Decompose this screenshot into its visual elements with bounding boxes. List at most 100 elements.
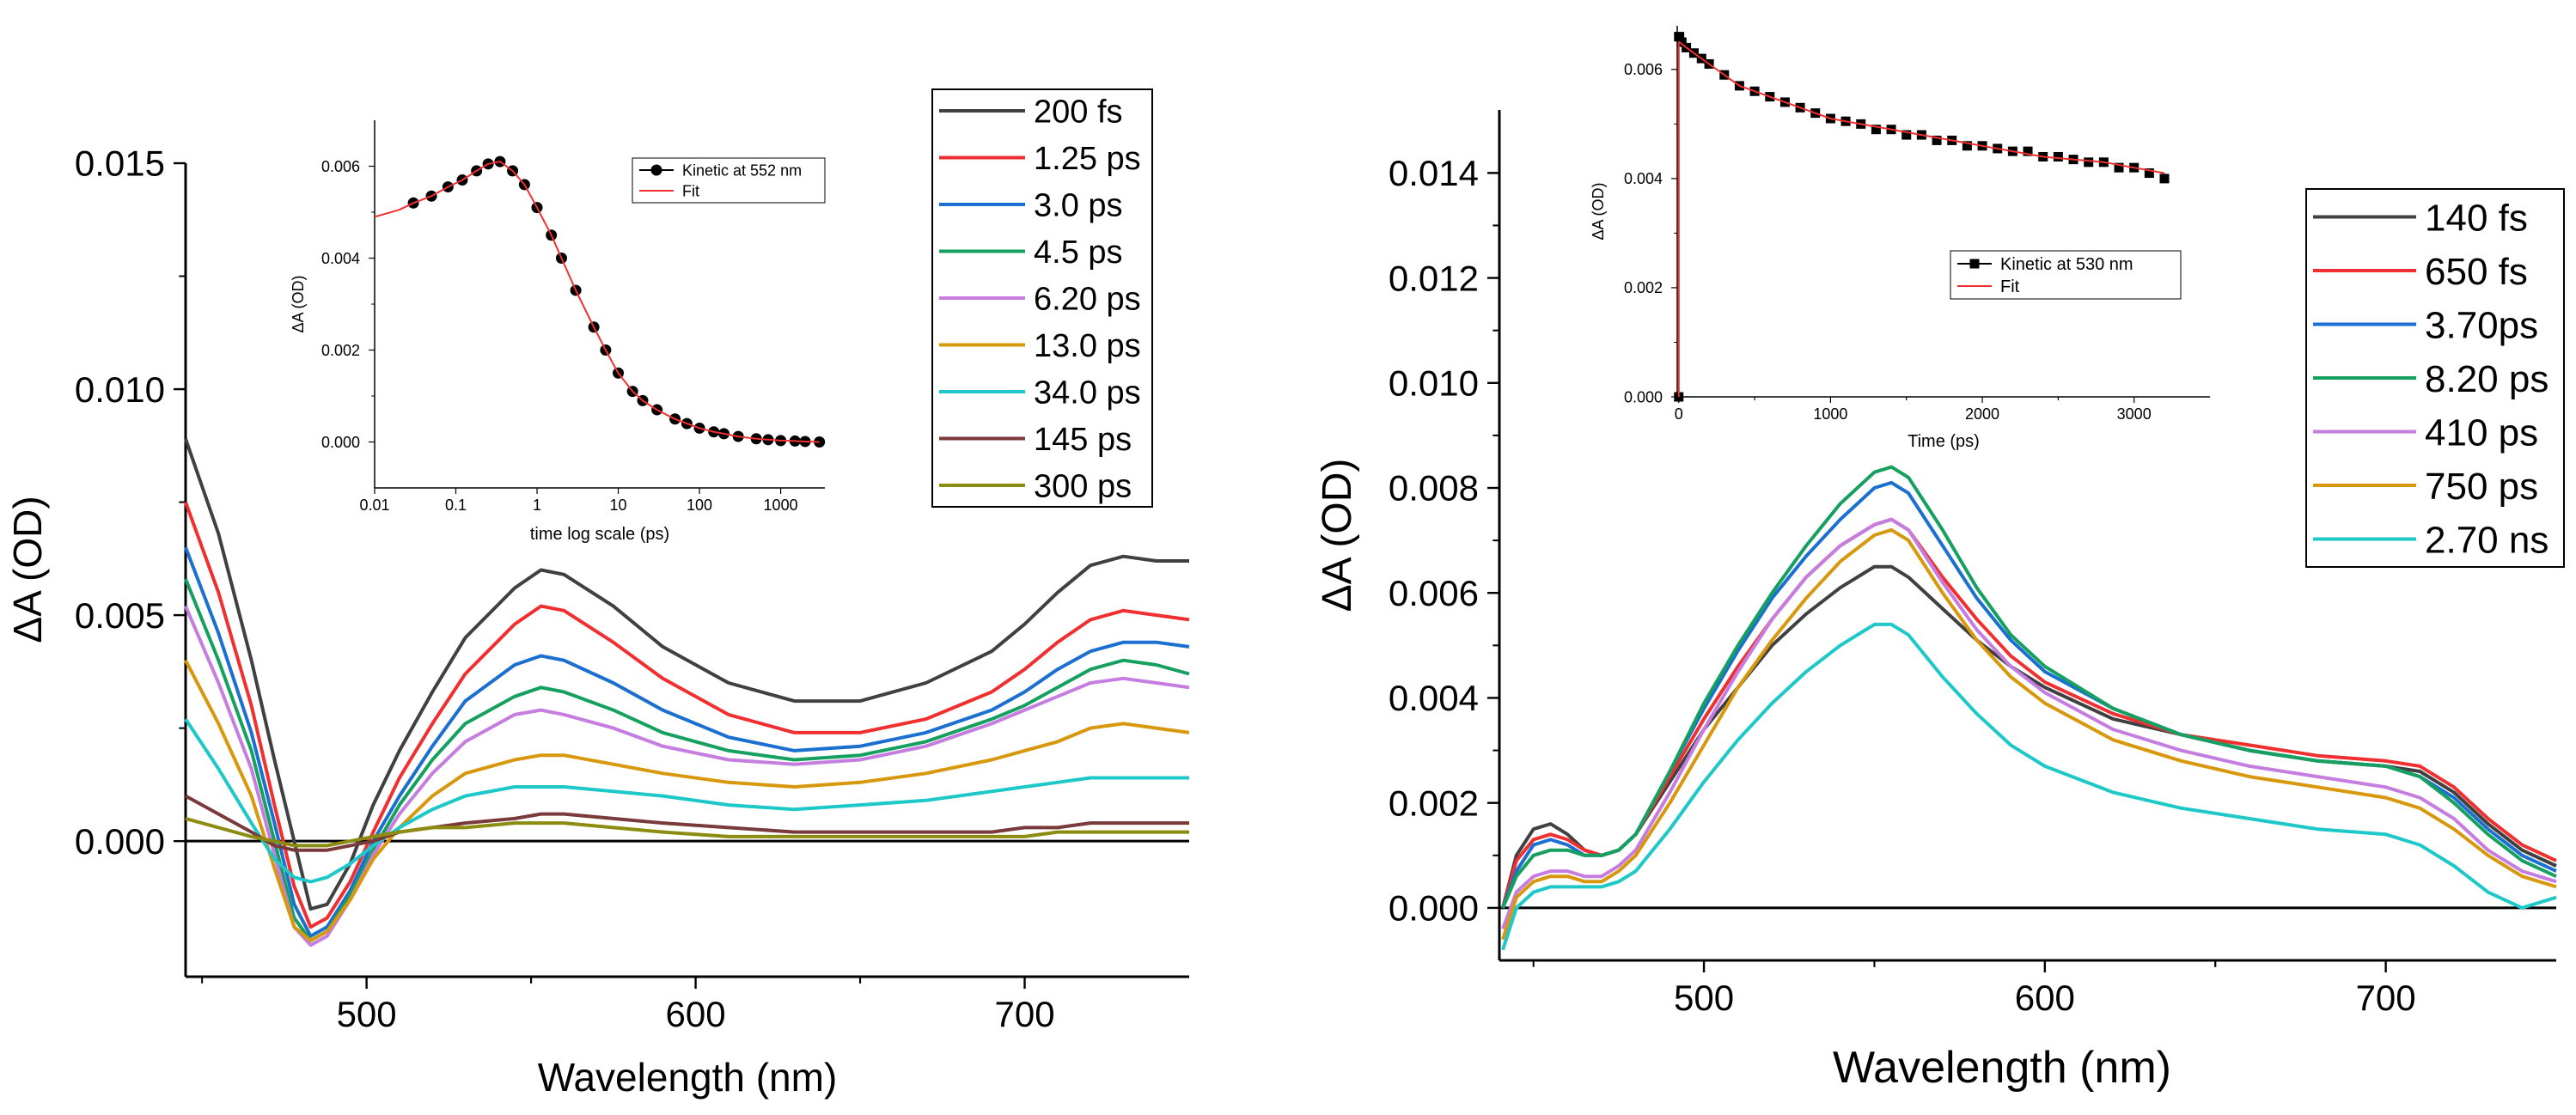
right-main-x-tick-label: 700 — [2356, 978, 2416, 1018]
right-inset-y-axis-label: ΔA (OD) — [1590, 182, 1607, 240]
right-main-legend-label: 410 ps — [2425, 411, 2538, 454]
left-main-series-line — [184, 605, 1190, 947]
left-main-x-tick-label: 500 — [337, 994, 397, 1034]
left-main-x-tick-label: 600 — [666, 994, 726, 1034]
right-inset-data-point — [2114, 162, 2124, 173]
right-main-y-tick-label: 0.014 — [1389, 153, 1479, 193]
left-main-legend-label: 13.0 ps — [1034, 328, 1141, 364]
right-inset-y-tick-label: 0.006 — [1624, 61, 1663, 78]
right-inset-series-line — [1677, 41, 2165, 397]
left-main-legend-label: 300 ps — [1034, 469, 1132, 505]
left-inset-series-line — [374, 161, 820, 443]
left-main-series-line — [184, 578, 1190, 942]
right-main-y-tick-label: 0.000 — [1389, 888, 1479, 929]
left-main-chart: 0.000 0.005 0.010 0.015 500 600 700 Wavelength … — [5, 88, 1190, 1100]
left-main-legend-label: 4.5 ps — [1034, 235, 1123, 271]
left-inset-y-tick-label: 0.004 — [321, 250, 360, 267]
left-inset-x-tick-label: 10 — [610, 497, 627, 514]
right-inset-y-tick-label: 0.002 — [1624, 279, 1663, 296]
left-main-y-tick-label: 0.010 — [75, 369, 165, 410]
right-main-legend-label: 140 fs — [2425, 197, 2528, 239]
right-inset-y-tick-label: 0.000 — [1624, 388, 1663, 405]
left-inset-chart: 0.000 0.002 0.004 0.006 0.01 0.1 1 10 100 1000 tim… — [290, 120, 826, 544]
right-inset-data-point — [1675, 32, 1685, 42]
right-main-series-line — [1501, 622, 2557, 951]
right-inset-legend: Kinetic at 530 nm Fit — [1950, 250, 2182, 300]
left-main-y-tick-label: 0.015 — [75, 143, 165, 184]
right-main-legend: 140 fs 650 fs 3.70ps 8.20 ps 410 ps 750 ps 2.7… — [2305, 188, 2565, 568]
right-main-y-tick-label: 0.008 — [1389, 468, 1479, 509]
right-inset-data-point — [1932, 135, 1942, 145]
right-inset-legend-label: Fit — [2000, 277, 2020, 296]
left-inset-legend-box — [632, 157, 826, 204]
right-inset-data-point — [2159, 174, 2170, 184]
left-inset-legend-label: Kinetic at 552 nm — [682, 161, 802, 179]
right-inset-data-point — [2023, 146, 2033, 156]
left-main-legend: 200 fs 1.25 ps 3.0 ps 4.5 ps 6.20 ps 13.0 ps 3… — [931, 88, 1153, 508]
left-main-legend-label: 1.25 ps — [1034, 141, 1141, 177]
right-main-legend-label: 3.70ps — [2425, 304, 2538, 346]
left-main-legend-label: 34.0 ps — [1034, 375, 1141, 411]
left-main-series-line — [185, 816, 1189, 848]
left-main-legend-label: 145 ps — [1034, 422, 1132, 458]
right-main-y-axis-label: ΔA (OD) — [1315, 459, 1360, 612]
right-inset-x-tick-label: 2000 — [1965, 405, 1999, 423]
left-inset-x-tick-label: 0.1 — [445, 497, 467, 514]
right-inset-data-point — [1676, 37, 1687, 47]
left-inset-x-tick-label: 1 — [533, 497, 541, 514]
right-inset-data-point — [1871, 125, 1881, 135]
left-main-legend-label: 3.0 ps — [1034, 188, 1123, 224]
right-main-legend-label: 2.70 ns — [2425, 519, 2549, 561]
right-inset-x-tick-label: 3000 — [2117, 405, 2152, 423]
right-inset-data-point — [1901, 130, 1912, 140]
right-main-y-tick-label: 0.006 — [1389, 573, 1479, 613]
left-main-series-line — [184, 717, 1189, 884]
left-inset-x-tick-label: 1000 — [764, 497, 798, 514]
right-main-legend-label: 650 fs — [2425, 251, 2528, 293]
right-main-y-tick-label: 0.002 — [1389, 783, 1479, 823]
left-inset-y-tick-label: 0.002 — [321, 342, 360, 359]
right-main-y-tick-label: 0.012 — [1389, 258, 1479, 298]
left-main-x-axis-label: Wavelength (nm) — [538, 1055, 838, 1100]
right-main-series-line — [1501, 465, 2557, 909]
right-inset-legend-marker — [1969, 259, 1980, 269]
right-main-x-axis-label: Wavelength (nm) — [1833, 1043, 2171, 1093]
right-main-legend-label: 8.20 ps — [2425, 358, 2549, 400]
left-main-series-line — [184, 501, 1190, 929]
left-main-y-axis-label: ΔA (OD) — [5, 496, 50, 643]
left-inset-x-tick-label: 0.01 — [359, 497, 389, 514]
left-inset-x-tick-label: 100 — [687, 497, 712, 514]
right-inset-data-point — [2084, 157, 2094, 168]
right-inset-x-tick-label: 1000 — [1813, 405, 1847, 423]
left-main-series-line — [185, 794, 1189, 852]
right-inset-chart: 0.000 0.002 0.004 0.006 0 1000 2000 3000 Time (p… — [1590, 26, 2210, 451]
right-main-x-tick-label: 600 — [2015, 978, 2075, 1018]
left-main-legend-label: 200 fs — [1034, 94, 1123, 131]
left-main-y-tick-label: 0.000 — [75, 821, 165, 862]
right-inset-legend-label: Kinetic at 530 nm — [2000, 255, 2133, 274]
right-main-x-tick-label: 500 — [1674, 978, 1734, 1018]
right-inset-x-tick-label: 0 — [1675, 405, 1683, 423]
right-inset-y-tick-label: 0.004 — [1624, 170, 1663, 187]
left-inset-legend: Kinetic at 552 nm Fit — [632, 157, 826, 204]
left-inset-legend-marker — [650, 164, 662, 176]
right-inset-data-point — [2144, 168, 2154, 179]
right-inset-x-axis-label: Time (ps) — [1908, 432, 1980, 451]
left-inset-y-tick-label: 0.006 — [321, 158, 360, 175]
right-inset-data-point — [2053, 151, 2063, 161]
left-inset-y-axis-label: ΔA (OD) — [290, 275, 307, 332]
right-main-legend-label: 750 ps — [2425, 466, 2538, 508]
left-inset-y-tick-label: 0.000 — [321, 434, 360, 451]
left-main-y-tick-label: 0.005 — [75, 595, 165, 636]
left-main-series-line — [184, 546, 1190, 938]
right-main-chart: 0.000 0.002 0.004 0.006 0.008 0.010 0.012 0.014… — [1315, 110, 2565, 1093]
right-inset-legend-box — [1950, 250, 2182, 300]
left-main-series-line — [184, 659, 1190, 942]
left-main-series-line — [184, 438, 1189, 911]
right-inset-data-point — [1962, 141, 1972, 151]
right-main-series-line — [1501, 527, 2557, 941]
left-inset-legend-label: Fit — [682, 182, 699, 199]
left-main-legend-label: 6.20 ps — [1034, 282, 1141, 318]
